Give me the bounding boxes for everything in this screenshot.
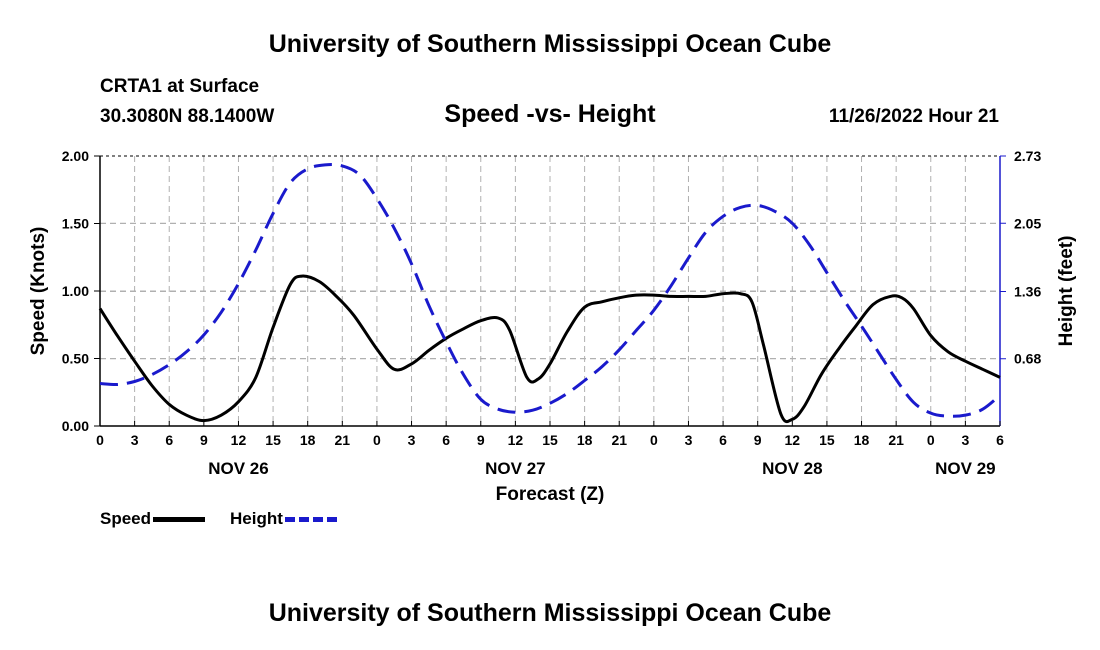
- x-tick-label: 3: [961, 432, 969, 448]
- series: [98, 163, 1001, 424]
- grid: [100, 156, 1000, 426]
- speed-series-line: [98, 274, 1001, 424]
- x-tick-label: 9: [477, 432, 485, 448]
- date-label: NOV 28: [762, 459, 822, 478]
- legend-speed: Speed: [100, 509, 206, 529]
- date-label: NOV 27: [485, 459, 545, 478]
- date-label: NOV 26: [208, 459, 268, 478]
- y2-tick-label: 1.36: [1014, 283, 1041, 299]
- x-tick-label: 0: [650, 432, 658, 448]
- x-tick-label: 9: [200, 432, 208, 448]
- legend-height: Height: [230, 509, 337, 529]
- station-location: 30.3080N 88.1400W: [100, 106, 275, 127]
- x-tick-label: 3: [408, 432, 416, 448]
- legend-height-swatch: [284, 516, 337, 522]
- y-tick-label: 0.50: [62, 351, 89, 367]
- x-tick-label: 6: [442, 432, 450, 448]
- axis-labels: 0 3 6 9 12 15 18 21 0 3 6 9 12 15 18 21 0 3 6 9 12 15 18 21 0 3 6N…: [28, 148, 1077, 505]
- y-tick-label: 2.00: [62, 148, 89, 164]
- x-tick-label: 18: [300, 432, 316, 448]
- x-tick-label: 3: [131, 432, 139, 448]
- x-tick-label: 15: [265, 432, 281, 448]
- chart-main-title: University of Southern Mississippi Ocean…: [268, 30, 832, 58]
- y2-tick-label: 2.73: [1014, 148, 1041, 164]
- x-tick-label: 0: [927, 432, 935, 448]
- x-tick-label: 15: [542, 432, 558, 448]
- x-tick-label: 9: [754, 432, 762, 448]
- height-series-line: [99, 163, 1001, 418]
- x-tick-label: 12: [231, 432, 247, 448]
- legend-height-label: Height: [230, 509, 283, 528]
- station-name: CRTA1 at Surface: [100, 76, 260, 97]
- y-axis-title: Speed (Knots): [28, 227, 49, 356]
- y-tick-label: 1.00: [62, 283, 89, 299]
- x-tick-label: 6: [719, 432, 727, 448]
- x-tick-label: 0: [373, 432, 381, 448]
- x-tick-label: 12: [785, 432, 801, 448]
- x-tick-label: 21: [611, 432, 627, 448]
- forecast-datetime: 11/26/2022 Hour 21: [828, 106, 999, 127]
- axes: [94, 155, 1006, 427]
- footer-title: University of Southern Mississippi Ocean…: [268, 599, 832, 627]
- x-tick-label: 15: [819, 432, 835, 448]
- x-tick-label: 3: [685, 432, 693, 448]
- x-tick-label: 21: [335, 432, 351, 448]
- y2-tick-label: 0.68: [1014, 351, 1041, 367]
- y2-axis-title: Height (feet): [1056, 236, 1077, 347]
- y-tick-label: 0.00: [62, 418, 89, 434]
- y2-tick-label: 2.05: [1014, 215, 1041, 231]
- x-tick-label: 21: [888, 432, 904, 448]
- x-tick-label: 12: [508, 432, 524, 448]
- x-tick-label: 18: [577, 432, 593, 448]
- chart-title: Speed -vs- Height: [444, 100, 656, 128]
- x-tick-label: 18: [854, 432, 870, 448]
- date-label: NOV 29: [935, 459, 995, 478]
- x-tick-label: 6: [996, 432, 1004, 448]
- x-tick-label: 6: [165, 432, 173, 448]
- legend-speed-swatch: [153, 516, 206, 522]
- y-tick-label: 1.50: [62, 216, 89, 232]
- legend-speed-label: Speed: [100, 509, 152, 528]
- x-axis-title: Forecast (Z): [496, 484, 605, 505]
- x-tick-label: 0: [96, 432, 104, 448]
